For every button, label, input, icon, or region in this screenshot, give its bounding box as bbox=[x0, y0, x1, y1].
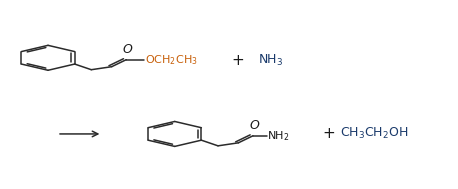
Text: NH$_3$: NH$_3$ bbox=[258, 53, 284, 68]
Text: O: O bbox=[123, 43, 132, 56]
Text: CH$_3$CH$_2$OH: CH$_3$CH$_2$OH bbox=[340, 126, 408, 142]
Text: +: + bbox=[232, 53, 245, 68]
Text: NH$_2$: NH$_2$ bbox=[267, 129, 290, 143]
Text: OCH$_2$CH$_3$: OCH$_2$CH$_3$ bbox=[145, 53, 198, 67]
Text: +: + bbox=[322, 126, 335, 141]
Text: O: O bbox=[249, 119, 259, 132]
